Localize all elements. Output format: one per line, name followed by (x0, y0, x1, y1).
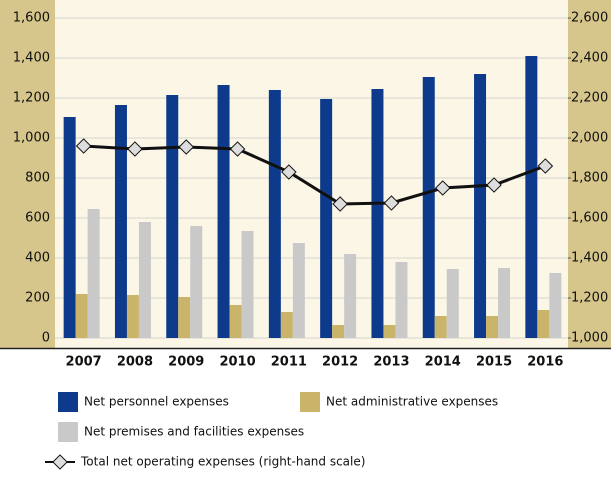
bar (166, 95, 179, 338)
bar (525, 56, 538, 338)
x-tick-label: 2008 (117, 355, 153, 370)
y2-tick-label: 2,600 (571, 11, 608, 26)
x-tick-label: 2007 (66, 355, 102, 370)
y-tick-label: 0 (42, 331, 50, 346)
bar (537, 310, 550, 338)
bar (320, 99, 333, 338)
marker (537, 158, 554, 174)
legend-label: Net personnel expenses (84, 395, 229, 409)
y2-tick-label: 2,400 (571, 51, 608, 66)
marker (332, 196, 348, 212)
x-tick-label: 2011 (271, 355, 307, 370)
marker (178, 139, 195, 155)
bar (292, 243, 305, 338)
y-tick-label: 1,200 (13, 91, 50, 106)
left-axis-band (0, 0, 55, 348)
y2-tick-label: 1,800 (571, 171, 608, 186)
bar (217, 85, 230, 338)
y-tick-label: 800 (25, 171, 50, 186)
y2-tick-label: 1,600 (571, 211, 608, 226)
bar (344, 254, 357, 338)
bar (383, 325, 396, 338)
bar (241, 231, 254, 338)
marker (434, 180, 451, 196)
bar (446, 269, 459, 338)
legend: Net personnel expenses Net administrative… (45, 392, 498, 470)
y2-tick-label: 2,200 (571, 91, 608, 106)
y2-tick-label: 2,000 (571, 131, 608, 146)
bar (178, 297, 191, 338)
bar (395, 262, 408, 338)
y-tick-label: 400 (25, 251, 50, 266)
marker (486, 177, 502, 193)
right-axis-band (568, 0, 611, 348)
marker (127, 141, 143, 157)
x-tick-label: 2012 (322, 355, 358, 370)
x-tick-label: 2009 (168, 355, 204, 370)
line (83, 144, 546, 206)
marker (75, 138, 92, 154)
bar (332, 325, 345, 338)
y2-tick-label: 1,200 (571, 291, 608, 306)
y-tick-label: 600 (25, 211, 50, 226)
legend-swatch (300, 392, 320, 412)
bar (138, 222, 151, 338)
y-tick-label: 1,600 (13, 11, 50, 26)
bar (434, 316, 447, 338)
y2-tick-label: 1,000 (571, 331, 608, 346)
y-tick-label: 1,000 (13, 131, 50, 146)
marker (229, 141, 246, 157)
bar (75, 294, 88, 338)
x-tick-label: 2016 (527, 355, 563, 370)
bar (371, 89, 384, 338)
x-tick-label: 2010 (219, 355, 255, 370)
y-tick-label: 1,400 (13, 51, 50, 66)
bar (474, 74, 487, 338)
bar (114, 105, 127, 338)
bar (190, 226, 203, 338)
legend-label: Net administrative expenses (326, 395, 498, 409)
bar (63, 117, 76, 338)
bar (280, 312, 293, 338)
bar (229, 305, 242, 338)
y2-tick-label: 1,400 (571, 251, 608, 266)
bar (126, 295, 139, 338)
legend-label: Net premises and facilities expenses (84, 425, 304, 439)
legend-swatch (58, 422, 78, 442)
x-tick-label: 2013 (373, 355, 409, 370)
legend-swatch (58, 392, 78, 412)
x-tick-label: 2014 (425, 355, 461, 370)
legend-label: Total net operating expenses (right-hand… (80, 455, 365, 469)
bar (498, 268, 511, 338)
bar (87, 209, 100, 338)
bar (422, 77, 435, 338)
bar (549, 273, 562, 338)
bar (268, 90, 281, 338)
legend-marker (52, 454, 68, 470)
marker (281, 164, 297, 180)
x-tick-label: 2015 (476, 355, 512, 370)
bar (486, 316, 499, 338)
marker (383, 195, 400, 211)
y-tick-label: 200 (25, 291, 50, 306)
